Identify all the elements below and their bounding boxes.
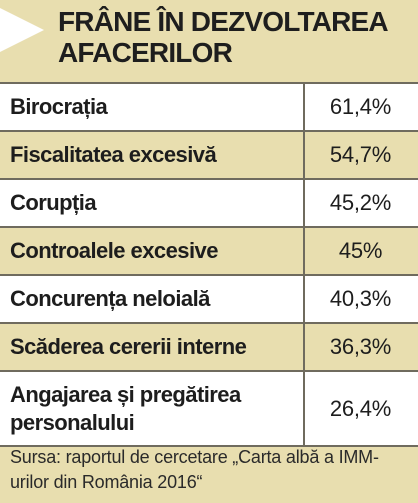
header: FRÂNE ÎN DEZVOLTAREA AFACERILOR (0, 0, 418, 82)
row-value: 40,3% (303, 276, 416, 322)
row-value: 26,4% (303, 372, 416, 445)
table-row: Angajarea și pregătirea personalului 26,… (0, 372, 418, 447)
table-row: Concurența neloială 40,3% (0, 276, 418, 324)
table-row: Controalele excesive 45% (0, 228, 418, 276)
table-row: Birocrația 61,4% (0, 84, 418, 132)
table-row: Fiscalitatea excesivă 54,7% (0, 132, 418, 180)
row-label: Controalele excesive (10, 238, 218, 263)
row-label: Fiscalitatea excesivă (10, 142, 217, 167)
row-label: Birocrația (10, 94, 108, 119)
source-note: Sursa: raportul de cercetare „Carta albă… (10, 447, 379, 492)
page-title: FRÂNE ÎN DEZVOLTAREA AFACERILOR (58, 6, 388, 68)
row-value: 61,4% (303, 84, 416, 130)
table-row: Scăderea cererii interne 36,3% (0, 324, 418, 372)
obstacles-table: Birocrația 61,4% Fiscalitatea excesivă 5… (0, 82, 418, 447)
row-value: 45,2% (303, 180, 416, 226)
row-label: Angajarea și pregătirea personalului (10, 381, 241, 435)
row-label: Scăderea cererii interne (10, 334, 247, 359)
triangle-marker-icon (0, 8, 44, 52)
row-value: 54,7% (303, 132, 416, 178)
row-label: Concurența neloială (10, 286, 210, 311)
row-value: 45% (303, 228, 416, 274)
row-label: Corupția (10, 190, 97, 215)
row-value: 36,3% (303, 324, 416, 370)
table-row: Corupția 45,2% (0, 180, 418, 228)
